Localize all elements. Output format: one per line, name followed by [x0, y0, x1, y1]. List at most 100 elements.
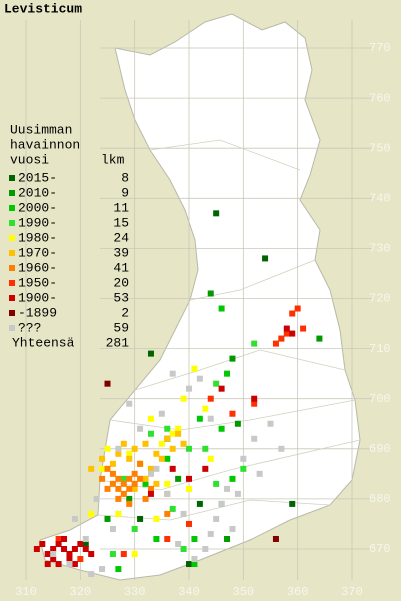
legend-label: 1950- [18, 275, 57, 290]
observation-square [169, 505, 176, 512]
observation-square [115, 495, 122, 502]
observation-square [294, 305, 301, 312]
observation-square [142, 475, 149, 482]
observation-square [316, 335, 323, 342]
observation-square [147, 430, 154, 437]
observation-square [147, 470, 154, 477]
observation-square [218, 500, 225, 507]
observation-square [109, 525, 116, 532]
observation-square [164, 490, 171, 497]
observation-square [186, 475, 192, 482]
observation-square [251, 340, 258, 347]
observation-square [50, 551, 57, 558]
legend-count: 53 [113, 290, 129, 305]
y-tick-label: 720 [369, 292, 391, 306]
observation-square [55, 540, 62, 547]
observation-square [153, 515, 160, 522]
observation-square [224, 535, 231, 542]
observation-square [147, 465, 154, 472]
observation-square [88, 551, 95, 558]
observation-square [147, 350, 154, 357]
y-tick-label: 770 [369, 41, 391, 55]
observation-square [207, 395, 214, 402]
legend-count: 9 [121, 185, 129, 200]
observation-square [169, 465, 176, 472]
total: 281 [106, 335, 130, 350]
observation-square [61, 546, 68, 552]
observation-square [126, 450, 133, 457]
legend-count: 2 [121, 305, 129, 320]
y-tick-label: 740 [369, 191, 391, 205]
observation-square [191, 535, 198, 542]
legend-swatch [9, 190, 15, 196]
observation-square [196, 415, 203, 422]
observation-square [126, 485, 133, 492]
observation-square [131, 485, 138, 492]
observation-square [137, 475, 144, 482]
legend-title: vuosi [10, 152, 49, 167]
observation-square [104, 380, 111, 387]
observation-square [175, 430, 182, 437]
legend-count: 59 [113, 320, 129, 335]
observation-square [55, 535, 62, 542]
legend-label: 1980- [18, 230, 57, 245]
observation-square [82, 546, 89, 552]
y-tick-label: 760 [369, 91, 391, 105]
x-tick-label: 330 [124, 585, 146, 599]
observation-square [186, 445, 192, 452]
observation-square [115, 510, 122, 517]
observation-square [289, 310, 296, 317]
observation-square [44, 551, 51, 558]
observation-square [251, 400, 258, 407]
observation-square [164, 435, 171, 442]
observation-square [229, 355, 236, 362]
observation-square [164, 480, 171, 487]
observation-square [158, 455, 165, 462]
observation-square [262, 255, 269, 262]
observation-square [164, 425, 171, 432]
observation-square [33, 546, 40, 552]
observation-square [66, 556, 73, 563]
observation-square [147, 485, 154, 492]
observation-square [126, 455, 133, 462]
x-tick-label: 340 [178, 585, 200, 599]
observation-square [251, 395, 258, 402]
observation-square [55, 561, 62, 568]
observation-square [169, 370, 176, 377]
observation-square [278, 335, 285, 342]
legend-swatch [9, 220, 15, 226]
observation-square [115, 475, 122, 482]
observation-square [229, 475, 236, 482]
observation-square [213, 515, 220, 522]
legend-swatch [9, 205, 15, 211]
legend-count: 15 [113, 215, 129, 230]
observation-square [66, 561, 73, 568]
observation-square [283, 330, 290, 337]
finland-outline [39, 13, 361, 581]
observation-square [229, 410, 236, 417]
observation-square [61, 535, 68, 542]
observation-square [120, 490, 127, 497]
y-tick-label: 690 [369, 442, 391, 456]
observation-square [196, 500, 203, 507]
observation-square [158, 440, 165, 447]
y-tick-label: 730 [369, 242, 391, 256]
observation-square [175, 425, 182, 432]
observation-square [169, 445, 176, 452]
observation-square [109, 470, 116, 477]
legend-swatch [9, 250, 15, 256]
observation-square [44, 561, 51, 568]
observation-square [213, 210, 220, 217]
legend-swatch [9, 325, 15, 331]
observation-square [137, 460, 144, 467]
observation-square [99, 465, 106, 472]
observation-square [234, 490, 241, 497]
y-tick-label: 710 [369, 342, 391, 356]
observation-square [272, 340, 279, 347]
observation-square [99, 566, 106, 573]
observation-square [82, 540, 89, 547]
observation-square [131, 551, 138, 558]
legend-label: 1970- [18, 245, 57, 260]
observation-square [71, 561, 78, 568]
legend-count: 24 [113, 230, 129, 245]
